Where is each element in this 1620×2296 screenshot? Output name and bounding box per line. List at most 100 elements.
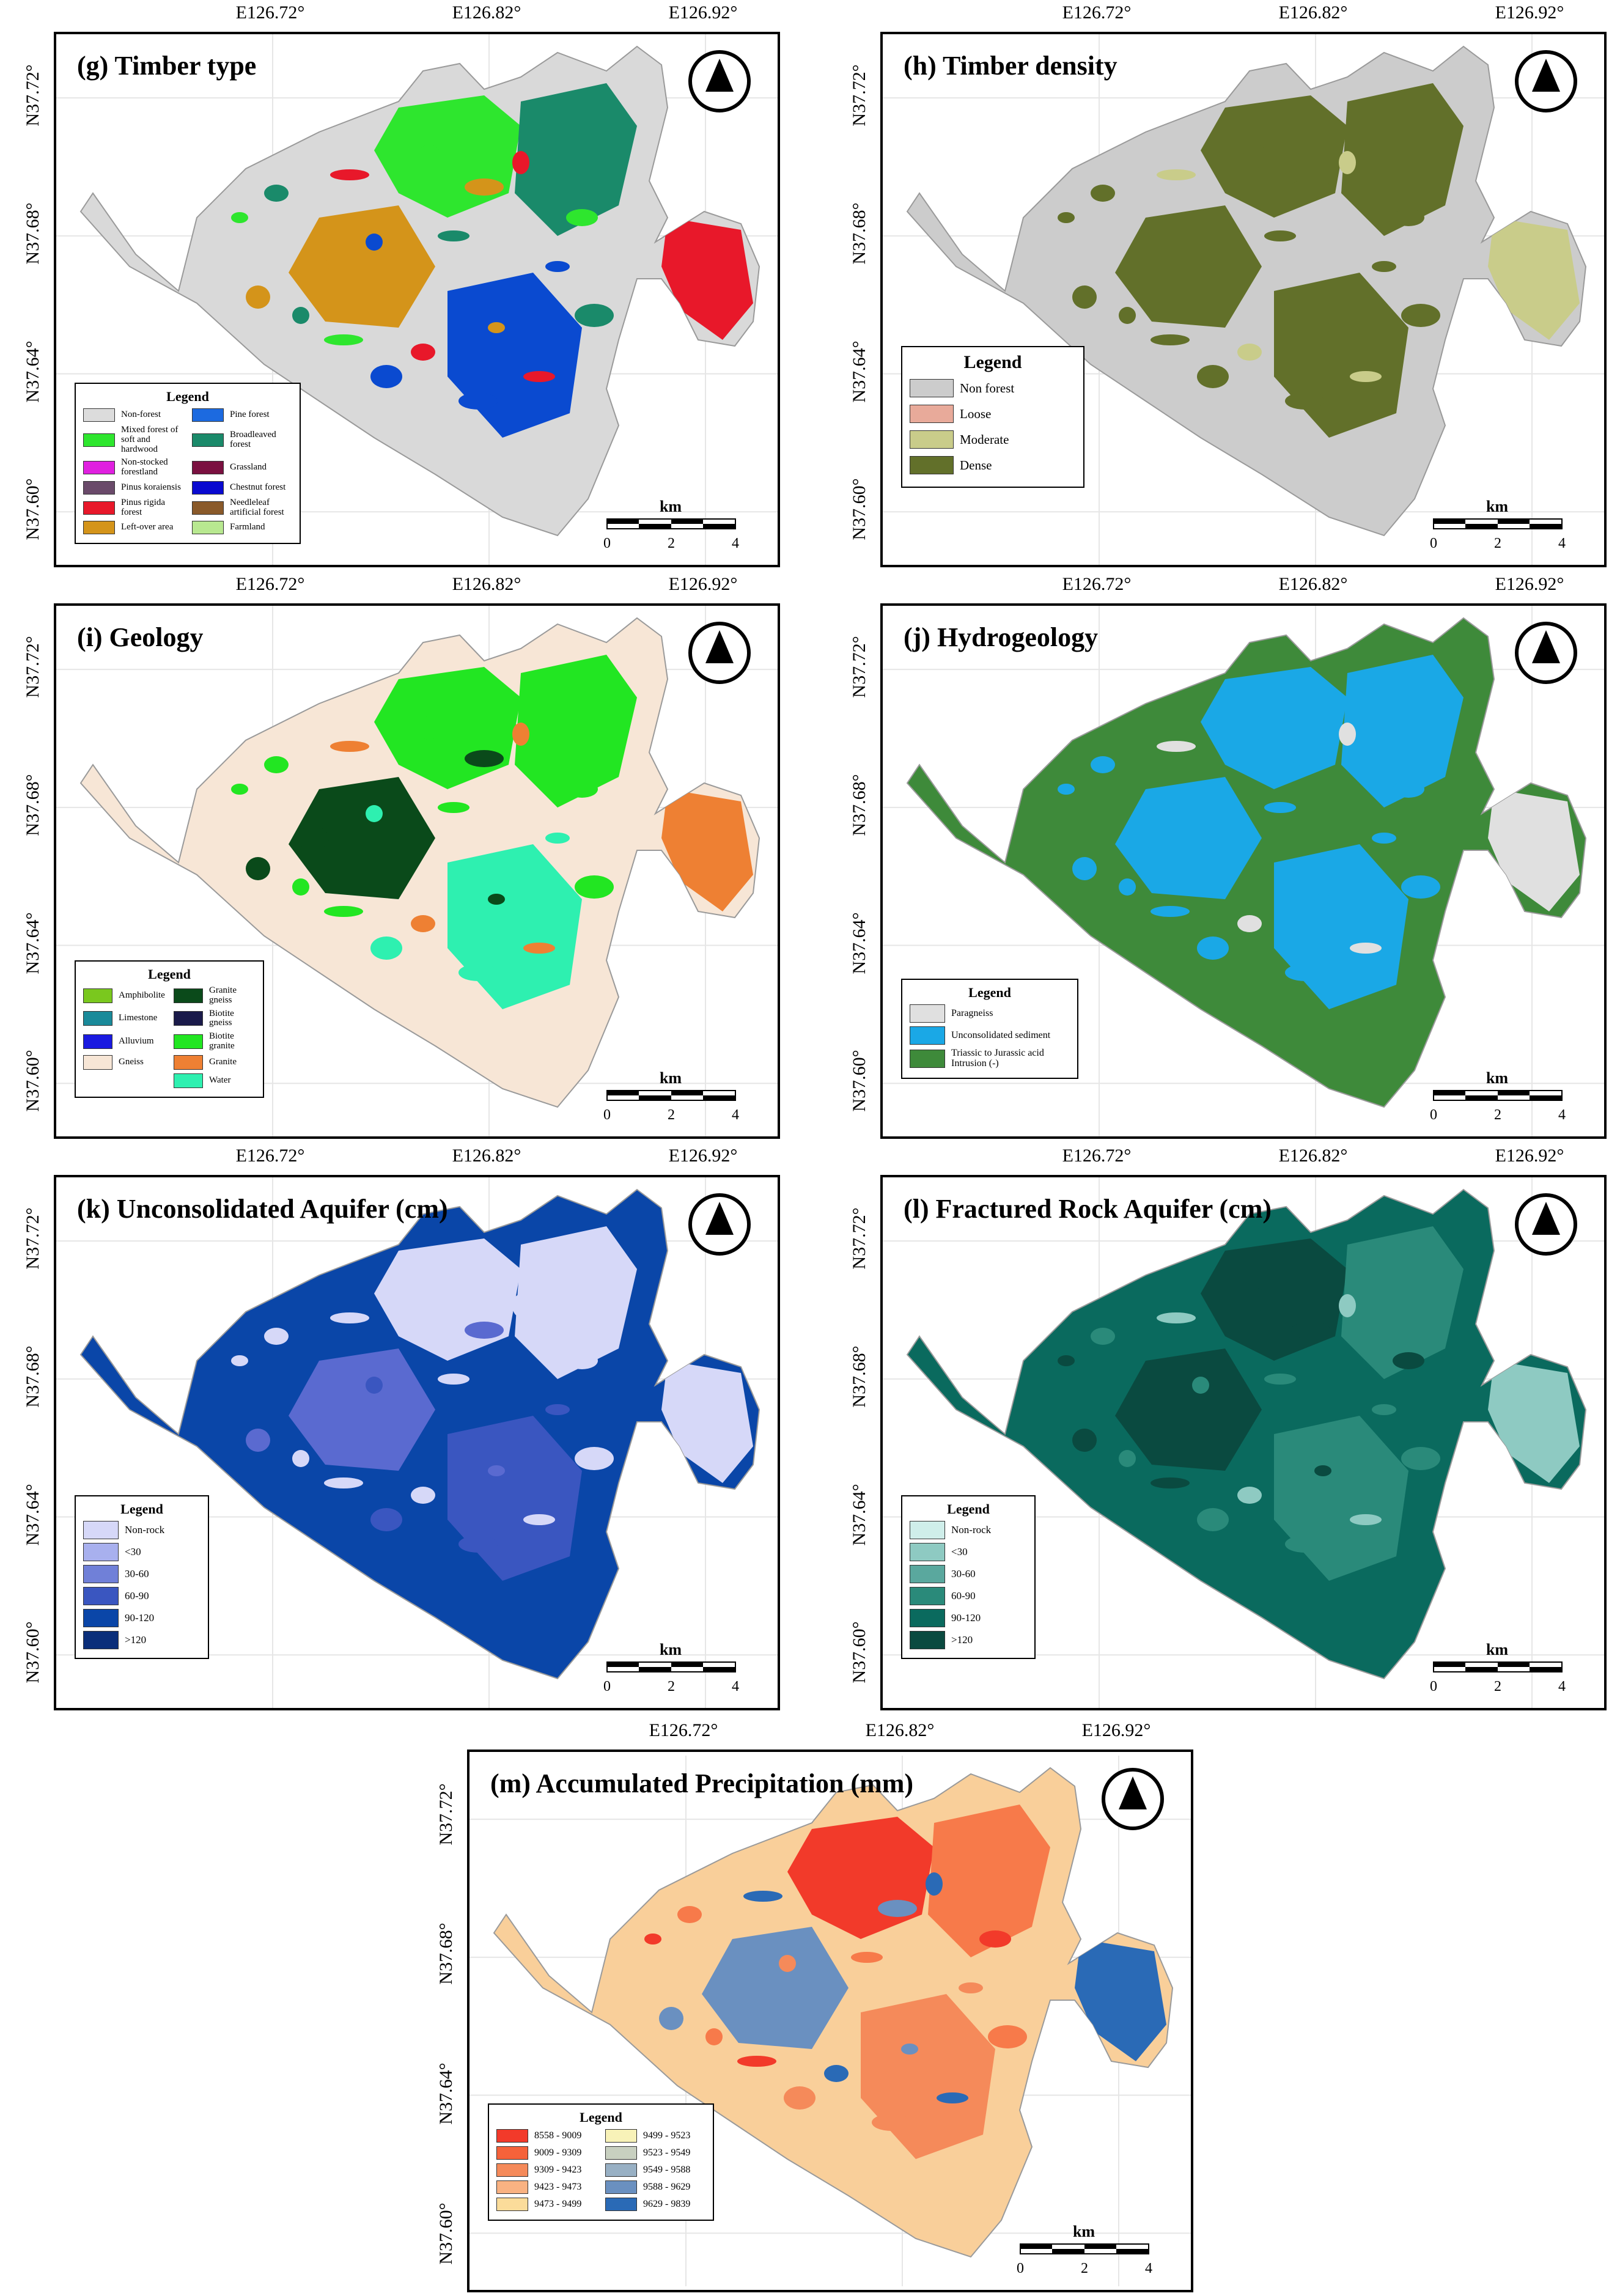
legend-label: Non-forest bbox=[121, 410, 161, 420]
map-patch bbox=[737, 2056, 776, 2067]
legend-swatch bbox=[83, 1609, 119, 1627]
legend-label: Loose bbox=[960, 406, 992, 421]
map-patch bbox=[1291, 1322, 1330, 1339]
legend-label: Farmland bbox=[230, 522, 265, 532]
map-patch bbox=[488, 894, 505, 905]
scale-bar: km 0 2 4 bbox=[1427, 1069, 1567, 1125]
legend-item: >120 bbox=[910, 1631, 1027, 1649]
scale-tick-label: 4 bbox=[1558, 1107, 1566, 1123]
legend-items: 8558 - 9009 9499 - 9523 9009 - 9309 9523 - … bbox=[496, 2129, 705, 2215]
scale-tick-label: 2 bbox=[668, 535, 675, 551]
map-patch bbox=[324, 1477, 363, 1488]
map-patch bbox=[988, 2025, 1027, 2048]
map-patch bbox=[1072, 285, 1097, 309]
legend-item: 9009 - 9309 bbox=[496, 2146, 597, 2160]
map-frame: (k) Unconsolidated Aquifer (cm) Legend Non… bbox=[54, 1175, 780, 1710]
lon-tick-label: E126.72° bbox=[235, 2, 305, 23]
map-patch bbox=[1124, 255, 1155, 278]
map-patch bbox=[246, 857, 270, 880]
legend-label: Granite bbox=[209, 1056, 237, 1067]
legend-swatch bbox=[174, 1073, 203, 1088]
scale-bar: km 0 2 4 bbox=[1014, 2223, 1154, 2279]
legend-item: Farmland bbox=[192, 521, 292, 535]
scale-tick-label: 0 bbox=[1430, 1107, 1437, 1123]
map-patch bbox=[1339, 723, 1356, 746]
legend-label: <30 bbox=[125, 1546, 141, 1558]
lon-tick-label: E126.92° bbox=[668, 2, 738, 23]
legend-item: Needleleaf artificial forest bbox=[192, 498, 292, 518]
legend-item: Non-forest bbox=[83, 408, 183, 422]
legend-swatch bbox=[83, 480, 115, 495]
map-patch bbox=[926, 1872, 943, 1896]
scale-ruler bbox=[1433, 518, 1563, 529]
legend-swatch bbox=[910, 1587, 945, 1605]
map-patch bbox=[1157, 1312, 1196, 1323]
legend-label: 9629 - 9839 bbox=[643, 2198, 691, 2209]
map-patch bbox=[1285, 392, 1324, 410]
map-patch bbox=[1058, 1355, 1075, 1366]
map-patch bbox=[330, 169, 369, 180]
lat-tick-label: N37.72° bbox=[849, 636, 869, 698]
lon-tick-label: E126.72° bbox=[235, 574, 305, 594]
legend-item: 90-120 bbox=[910, 1609, 1027, 1627]
lat-tick-label: N37.64° bbox=[849, 340, 869, 403]
map-patch bbox=[1243, 716, 1268, 740]
scale-tick-label: 2 bbox=[1494, 1679, 1501, 1694]
legend-item: 9309 - 9423 bbox=[496, 2163, 597, 2177]
legend-swatch bbox=[83, 988, 112, 1003]
map-panel-h: E126.72° E126.82° E126.92° N37.72° N37.68° N3… bbox=[833, 0, 1608, 567]
map-patch bbox=[1350, 371, 1382, 382]
legend-swatch bbox=[174, 988, 203, 1003]
map-patch bbox=[523, 1514, 555, 1525]
scale-tick-label: 0 bbox=[1430, 535, 1437, 551]
map-patch bbox=[1401, 1447, 1440, 1470]
scale-ruler bbox=[1433, 1661, 1563, 1672]
legend: Legend 8558 - 9009 9499 - 9523 9009 - 9309 9… bbox=[488, 2103, 714, 2221]
map-patch bbox=[1124, 826, 1155, 850]
legend-swatch bbox=[605, 2129, 637, 2143]
legend-item: Pinus rigida forest bbox=[83, 498, 183, 518]
legend-swatch bbox=[83, 1521, 119, 1539]
map-patch bbox=[1264, 1374, 1296, 1385]
legend-title: Legend bbox=[166, 389, 209, 404]
map-patch bbox=[1151, 334, 1190, 345]
lat-tick-label: N37.64° bbox=[436, 2062, 456, 2125]
legend-label: Amphibolite bbox=[119, 990, 165, 1000]
map-patch bbox=[851, 1952, 883, 1963]
lat-tick-label: N37.72° bbox=[23, 64, 43, 127]
lat-tick-label: N37.68° bbox=[23, 774, 43, 836]
legend-swatch bbox=[605, 2180, 637, 2194]
map-patch bbox=[411, 344, 435, 361]
lon-tick-label: E126.92° bbox=[1495, 574, 1564, 594]
map-patch bbox=[937, 2092, 968, 2103]
lat-tick-label: N37.72° bbox=[23, 1207, 43, 1270]
lon-tick-label: E126.92° bbox=[668, 1146, 738, 1166]
legend-item: 8558 - 9009 bbox=[496, 2129, 597, 2143]
legend-label: 60-90 bbox=[951, 1590, 976, 1602]
lon-tick-label: E126.92° bbox=[668, 574, 738, 594]
map-patch bbox=[1091, 185, 1115, 202]
legend-title: Legend bbox=[148, 966, 191, 982]
map-patch bbox=[1197, 936, 1229, 960]
scale-tick-label: 0 bbox=[1430, 1679, 1437, 1694]
map-patch bbox=[488, 322, 505, 333]
map-patch bbox=[292, 307, 309, 324]
map-patch bbox=[324, 334, 363, 345]
map-patch bbox=[523, 943, 555, 954]
panel-title: (g) Timber type bbox=[77, 51, 257, 81]
lon-tick-label: E126.82° bbox=[1278, 574, 1348, 594]
legend-label: 30-60 bbox=[951, 1568, 976, 1580]
legend-item: Loose bbox=[910, 405, 1076, 423]
legend-item: Left-over area bbox=[83, 521, 183, 535]
legend-item: Grassland bbox=[192, 458, 292, 477]
legend-item: Mixed forest of soft and hardwood bbox=[83, 425, 183, 454]
legend-swatch bbox=[192, 433, 224, 447]
map-patch bbox=[743, 1891, 782, 1902]
legend-title: Legend bbox=[947, 1501, 990, 1517]
map-patch bbox=[566, 1352, 598, 1369]
legend-item: 60-90 bbox=[83, 1587, 201, 1605]
scale-ruler bbox=[606, 1090, 736, 1101]
legend-swatch bbox=[910, 1521, 945, 1539]
map-zone bbox=[1341, 1226, 1464, 1379]
legend-label: Gneiss bbox=[119, 1056, 144, 1067]
